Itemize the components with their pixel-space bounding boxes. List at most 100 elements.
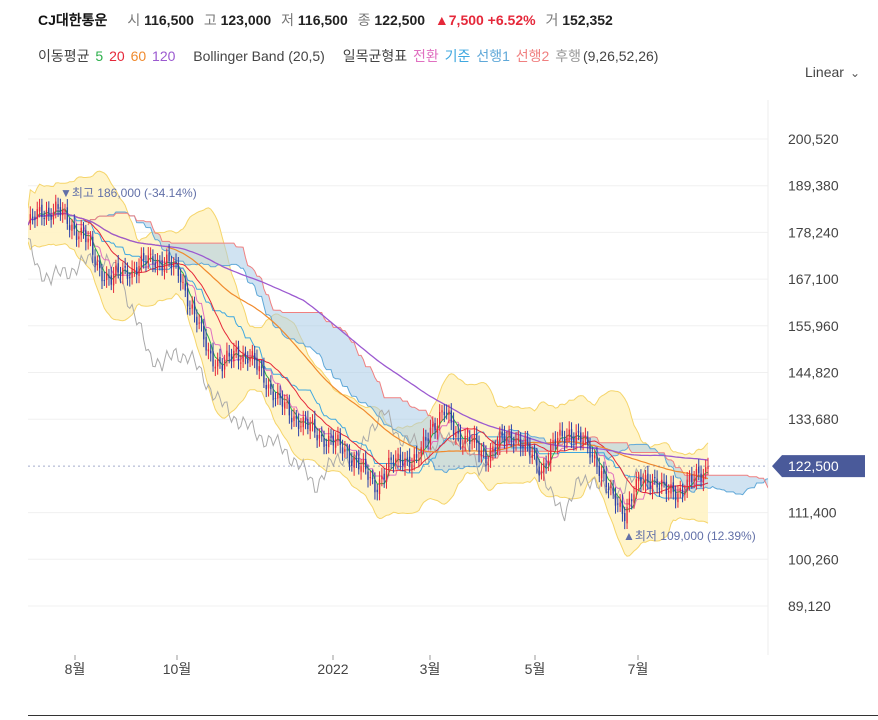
candle-body	[642, 481, 644, 484]
candle	[327, 427, 330, 454]
candle	[207, 342, 210, 360]
candle	[425, 429, 427, 448]
candle	[450, 403, 452, 431]
candle-body	[651, 479, 654, 491]
candle	[163, 257, 166, 280]
candle-body	[105, 273, 108, 281]
candle-body	[341, 447, 344, 454]
ma-label[interactable]: 이동평균	[38, 48, 90, 64]
candle	[480, 443, 483, 463]
candle-body	[392, 462, 395, 466]
ma120-label[interactable]: 120	[152, 48, 176, 64]
candle	[642, 473, 644, 491]
candle	[693, 470, 695, 489]
candle	[85, 224, 87, 251]
high-annotation: ▼최고 186,000 (-34.14%)	[60, 186, 197, 200]
candle	[378, 471, 381, 501]
candle	[506, 431, 508, 454]
candle	[681, 483, 684, 503]
candle	[184, 275, 186, 298]
close-label: 종	[357, 12, 371, 28]
candle	[476, 426, 478, 451]
candle	[355, 451, 358, 468]
span1-label[interactable]: 선행1	[476, 48, 510, 64]
span2-label[interactable]: 선행2	[515, 48, 550, 64]
candle	[316, 427, 318, 448]
lagging-label[interactable]: 후행	[555, 48, 581, 64]
candle-body	[422, 436, 425, 449]
candle	[561, 422, 563, 442]
candle-body	[612, 488, 614, 494]
candle	[674, 485, 677, 509]
candle-body	[302, 417, 304, 428]
candle	[203, 318, 205, 348]
candle-body	[168, 252, 170, 262]
candle	[119, 266, 122, 284]
bollinger-lower-line	[28, 241, 709, 557]
candle-body	[103, 279, 106, 281]
candle	[161, 251, 163, 276]
candle-body	[556, 437, 559, 447]
candle-body	[71, 224, 73, 231]
ma20-label[interactable]: 20	[109, 48, 125, 64]
candle	[600, 465, 603, 487]
candle-body	[325, 444, 328, 446]
candle	[436, 418, 439, 440]
candle	[80, 219, 82, 243]
scale-selector[interactable]: Linear ⌄	[805, 64, 860, 80]
candle	[330, 428, 332, 445]
volume-value: 152,352	[562, 12, 613, 28]
candle	[293, 408, 295, 427]
ichimoku-params: (9,26,52,26)	[582, 48, 659, 64]
candle-body	[78, 236, 80, 240]
candle-body	[702, 474, 705, 483]
candle	[540, 462, 543, 480]
candle	[205, 328, 207, 356]
candle	[566, 428, 568, 449]
candle-body	[82, 230, 85, 233]
kijun-label[interactable]: 기준	[444, 48, 471, 64]
candle-body	[580, 432, 582, 443]
candle-body	[163, 264, 166, 272]
candle-body	[610, 486, 612, 488]
candle	[644, 470, 647, 493]
candle-body	[593, 455, 596, 459]
candle-body	[381, 475, 383, 480]
candle	[390, 452, 392, 469]
candle	[281, 390, 284, 415]
candle-body	[89, 239, 92, 241]
ma5-label[interactable]: 5	[95, 48, 104, 64]
candle-body	[425, 437, 427, 441]
candle-body	[203, 325, 205, 340]
candle-body	[492, 446, 494, 453]
x-tick-label: 10월	[163, 661, 191, 677]
candle	[626, 498, 628, 529]
candle-body	[339, 433, 341, 445]
tenkan-label[interactable]: 전환	[413, 48, 439, 64]
candle-body	[119, 274, 122, 276]
candle-body	[140, 255, 143, 267]
candle-body	[346, 449, 348, 451]
ichimoku-label[interactable]: 일목균형표	[342, 48, 408, 64]
ma60-label[interactable]: 60	[130, 48, 147, 64]
candle-body	[226, 350, 228, 361]
candle	[101, 263, 103, 290]
candle-body	[559, 429, 561, 436]
candle	[522, 440, 524, 457]
candle	[637, 471, 640, 490]
candle	[526, 430, 529, 452]
candle-body	[290, 417, 293, 423]
candle	[145, 255, 147, 272]
x-tick-label: 5월	[525, 661, 546, 677]
candle	[466, 427, 469, 442]
candle-body	[230, 353, 233, 360]
candle-body	[459, 432, 462, 445]
candle-body	[536, 453, 538, 466]
candle-body	[348, 451, 351, 464]
candle	[159, 255, 161, 271]
bollinger-label[interactable]: Bollinger Band (20,5)	[193, 48, 325, 64]
candle-body	[628, 498, 631, 505]
candle	[304, 411, 307, 430]
candle-body	[603, 469, 605, 474]
